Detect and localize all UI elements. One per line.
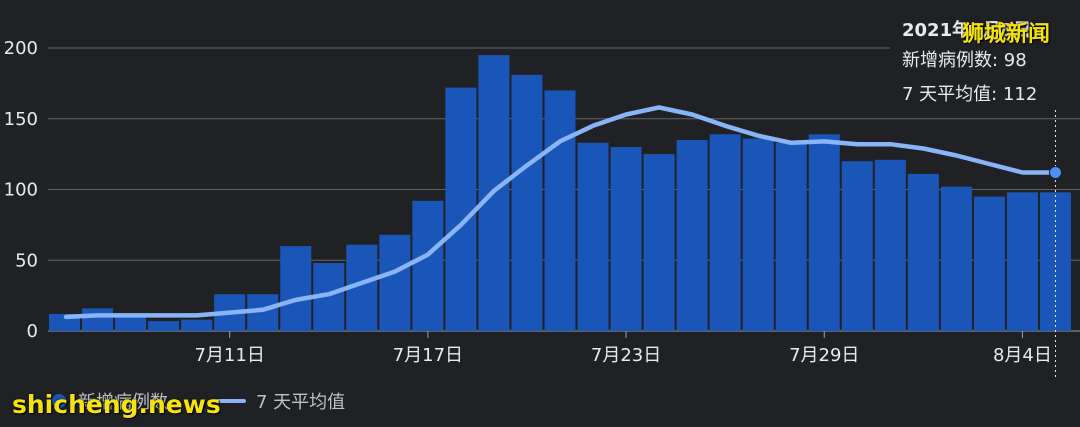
x-tick-label: 7月11日: [194, 345, 264, 366]
bar: [1006, 192, 1038, 331]
bar: [940, 186, 972, 331]
bar: [148, 321, 180, 331]
bar: [511, 74, 543, 331]
avg-series-line: [63, 105, 1058, 320]
bar: [874, 159, 906, 331]
bar: [82, 308, 114, 331]
bar: [115, 315, 147, 331]
bar: [445, 87, 477, 332]
bar: [412, 200, 444, 331]
legend-bar-swatch: [52, 394, 66, 408]
bar: [709, 134, 741, 331]
y-tick-label: 200: [4, 38, 38, 59]
bar: [841, 161, 873, 331]
x-tick-label: 7月29日: [789, 345, 859, 366]
x-tick-label: 7月17日: [393, 345, 463, 366]
bar: [973, 196, 1005, 331]
tooltip-new-cases: 新增病例数: 98: [902, 50, 1027, 71]
bar: [280, 246, 312, 331]
bar: [181, 319, 213, 331]
tooltip-date: 2021年8月5日: [902, 20, 1032, 41]
bar: [907, 173, 939, 331]
y-tick-label: 150: [4, 109, 38, 130]
brand-watermark-bottom: shicheng.news: [12, 390, 221, 419]
hover-tooltip: 2021年8月5日 新增病例数: 98 7 天平均值: 112: [890, 10, 1080, 110]
bar: [577, 142, 609, 331]
bar: [544, 90, 576, 331]
bar: [808, 134, 840, 331]
bar: [610, 147, 642, 331]
bar: [742, 138, 774, 331]
x-tick-label: 8月4日: [993, 345, 1052, 366]
bar: [643, 154, 675, 331]
x-tick-label: 7月23日: [591, 345, 661, 366]
y-tick-label: 0: [27, 321, 38, 342]
tooltip-seven-day-avg: 7 天平均值: 112: [902, 84, 1038, 105]
y-tick-label: 100: [4, 180, 38, 201]
legend-line-label[interactable]: 7 天平均值: [256, 392, 346, 413]
legend-bar-label[interactable]: 新增病例数: [78, 392, 168, 413]
bar: [676, 139, 708, 331]
y-tick-label: 50: [15, 250, 38, 271]
hover-point: [1048, 166, 1062, 180]
brand-watermark-top: 狮城新闻: [962, 22, 1051, 47]
legend-line-swatch: [212, 399, 246, 403]
bar: [379, 234, 411, 331]
bar: [775, 142, 807, 331]
